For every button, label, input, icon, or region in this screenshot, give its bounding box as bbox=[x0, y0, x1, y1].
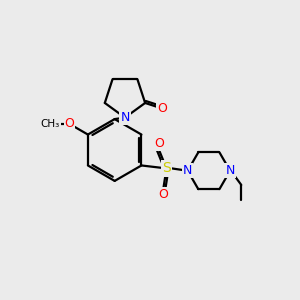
Text: O: O bbox=[154, 137, 164, 150]
Text: O: O bbox=[157, 102, 167, 115]
Text: S: S bbox=[162, 161, 171, 176]
Text: N: N bbox=[120, 111, 130, 124]
Text: N: N bbox=[183, 164, 192, 177]
Text: N: N bbox=[225, 164, 235, 177]
Text: O: O bbox=[64, 117, 74, 130]
Text: O: O bbox=[159, 188, 169, 200]
Text: CH₃: CH₃ bbox=[41, 119, 60, 129]
Text: N: N bbox=[183, 164, 192, 177]
